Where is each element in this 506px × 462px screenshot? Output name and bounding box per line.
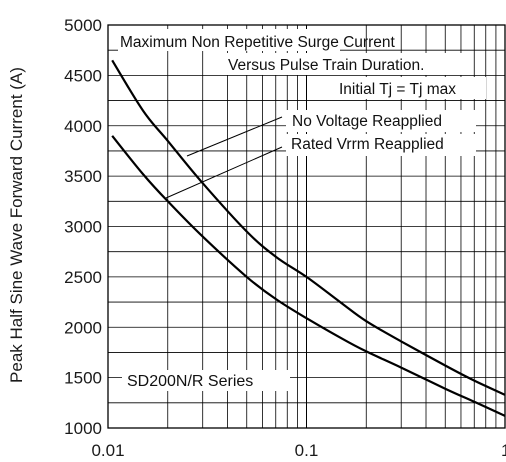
- leader-lines: [165, 116, 283, 199]
- legend-rated-vrrm: Rated Vrrm Reapplied: [291, 136, 444, 153]
- y-tick-label: 4000: [64, 117, 102, 136]
- legend1-bg: [286, 110, 476, 132]
- condition-text: Initial Tj = Tj max: [339, 81, 456, 98]
- y-tick-label: 3500: [64, 167, 102, 186]
- leader-line-no-voltage: [186, 116, 283, 157]
- leader-line-rated-vrrm: [165, 146, 283, 199]
- y-tick-label: 2000: [64, 318, 102, 337]
- series-label: SD200N/R Series: [127, 373, 253, 390]
- y-tick-label: 1000: [64, 419, 102, 438]
- curve-no-voltage: [111, 59, 506, 396]
- chart-title-line1: Maximum Non Repetitive Surge Current: [120, 34, 395, 51]
- plot-frame: [107, 24, 506, 429]
- x-tick-label: 1: [501, 441, 506, 460]
- x-tick-label: 0.01: [91, 441, 124, 460]
- x-tick-labels: 0.01 0.1 1: [91, 441, 506, 460]
- curves: [111, 59, 506, 417]
- legend-no-voltage: No Voltage Reapplied: [292, 113, 442, 130]
- title2-box-bg: [226, 53, 464, 75]
- y-tick-label: 2500: [64, 268, 102, 287]
- x-tick-label: 0.1: [295, 441, 319, 460]
- chart-title-line2: Versus Pulse Train Duration.: [228, 57, 424, 74]
- legend2-bg: [286, 134, 476, 156]
- title-box-bg: [118, 29, 340, 51]
- series-label-bg: [122, 370, 290, 391]
- y-tick-label: 4500: [64, 66, 102, 85]
- y-tick-labels: 1000 1500 2000 2500 3000 3500 4000 4500 5000: [64, 16, 102, 438]
- y-tick-label: 5000: [64, 16, 102, 35]
- y-tick-label: 3000: [64, 218, 102, 237]
- curve-rated-vrrm: [111, 135, 506, 417]
- y-tick-label: 1500: [64, 369, 102, 388]
- axes: [107, 24, 506, 429]
- grid: [108, 25, 505, 428]
- y-axis-label: Peak Half Sine Wave Forward Current (A): [7, 67, 26, 383]
- condition-box-bg: [336, 77, 486, 99]
